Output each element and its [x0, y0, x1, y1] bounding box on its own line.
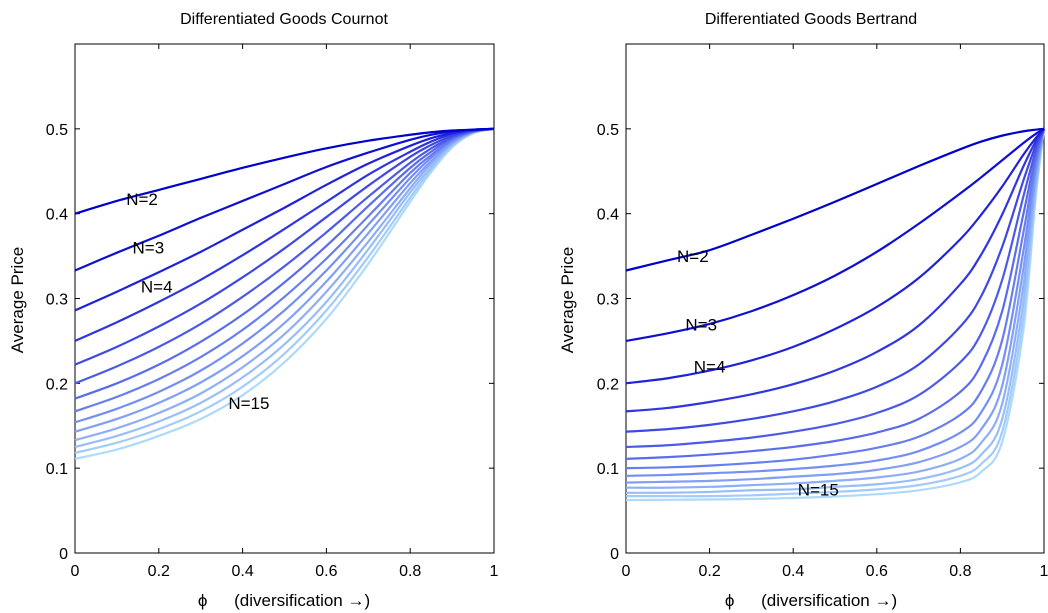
x-tick-label: 1: [490, 563, 499, 580]
series-line-n9: [625, 128, 1046, 470]
x-axis-symbol: ϕ: [725, 591, 735, 610]
cournot-panel: Differentiated Goods Cournot 0 0.2 0.4 0.6 0…: [8, 11, 499, 610]
series-line-n15: [74, 127, 495, 460]
x-tick-label: 0.6: [866, 563, 888, 580]
x-axis-text: (diversification →): [761, 591, 897, 610]
curve-annotation: N=15: [228, 394, 269, 413]
curve-annotation: N=2: [126, 190, 158, 209]
y-tick-label: 0.5: [597, 122, 619, 139]
series-line-n4: [625, 128, 1045, 385]
series-line-n6: [625, 128, 1045, 433]
x-tick-label: 0.6: [315, 563, 337, 580]
series-line-n7: [74, 127, 495, 385]
y-tick-label: 0.1: [597, 461, 619, 478]
x-tick-label: 0.2: [148, 563, 170, 580]
curve-annotation: N=4: [694, 357, 726, 376]
y-tick-label: 0.2: [597, 376, 619, 393]
y-tick-label: 0.3: [597, 292, 619, 309]
x-axis-text: (diversification →): [234, 591, 370, 610]
series-line-n4: [74, 127, 495, 312]
series-line-n2: [625, 127, 1045, 272]
curve-annotation: N=15: [798, 480, 839, 499]
y-tick-label: 0.5: [46, 122, 68, 139]
series-line-n9: [74, 127, 495, 413]
series-line-n2: [74, 127, 495, 215]
x-tick-label: 0: [622, 563, 631, 580]
series-line-n13: [625, 128, 1046, 494]
y-tick-label: 0.3: [46, 292, 68, 309]
series-line-n14: [74, 127, 495, 454]
series-line-n5: [625, 128, 1045, 413]
curve-annotation: N=3: [132, 239, 164, 258]
curve-annotation: N=4: [141, 278, 173, 297]
series-line-n15: [625, 128, 1046, 502]
x-tick-label: 1: [1040, 563, 1048, 580]
series-line-n13: [74, 127, 495, 449]
series-line-n6: [74, 127, 495, 366]
x-tick-label: 0.2: [698, 563, 720, 580]
axes-box: [625, 43, 1045, 554]
bertrand-panel: Differentiated Goods Bertrand 0 0.2 0.4 0.6…: [558, 11, 1048, 610]
x-tick-label: 0.4: [782, 563, 804, 580]
series-line-n12: [625, 128, 1046, 489]
y-tick-label: 0: [59, 546, 68, 563]
y-tick-label: 0: [610, 546, 619, 563]
curve-annotation: N=2: [677, 247, 709, 266]
x-tick-label: 0.4: [231, 563, 253, 580]
x-tick-label: 0: [71, 563, 80, 580]
series-line-n11: [625, 128, 1046, 484]
y-tick-label: 0.1: [46, 461, 68, 478]
series-line-n8: [625, 128, 1046, 460]
series-line-n14: [626, 128, 1046, 498]
y-axis-label: Average Price: [8, 247, 27, 353]
plot-area: 0 0.2 0.4 0.6 0.8 1 0 0.1 0.2 0.3 0.4 0.5 N=2 N=3 N=4 N…: [597, 43, 1048, 580]
plot-area: 0 0.2 0.4 0.6 0.8 1 0 0.1 0.2 0.3 0.4 0.5 N=2 N=3 N=4 N…: [46, 43, 499, 580]
x-axis-label: ϕ (diversification →): [198, 591, 370, 610]
y-axis-label: Average Price: [558, 247, 577, 353]
x-axis-label: ϕ (diversification →): [725, 591, 897, 610]
curve-annotation: N=3: [685, 316, 717, 335]
axes-box: [74, 43, 495, 554]
series-line-n11: [74, 127, 495, 433]
chart-title: Differentiated Goods Cournot: [180, 11, 388, 28]
series-line-n7: [625, 128, 1046, 449]
x-axis-symbol: ϕ: [198, 591, 208, 610]
y-tick-label: 0.4: [597, 207, 619, 224]
series-line-n3: [625, 127, 1045, 343]
x-tick-label: 0.8: [949, 563, 971, 580]
chart-title: Differentiated Goods Bertrand: [705, 11, 917, 28]
x-tick-label: 0.8: [399, 563, 421, 580]
y-tick-label: 0.2: [46, 376, 68, 393]
series-line-n10: [625, 128, 1046, 477]
y-tick-label: 0.4: [46, 207, 68, 224]
series-line-n12: [74, 127, 495, 442]
